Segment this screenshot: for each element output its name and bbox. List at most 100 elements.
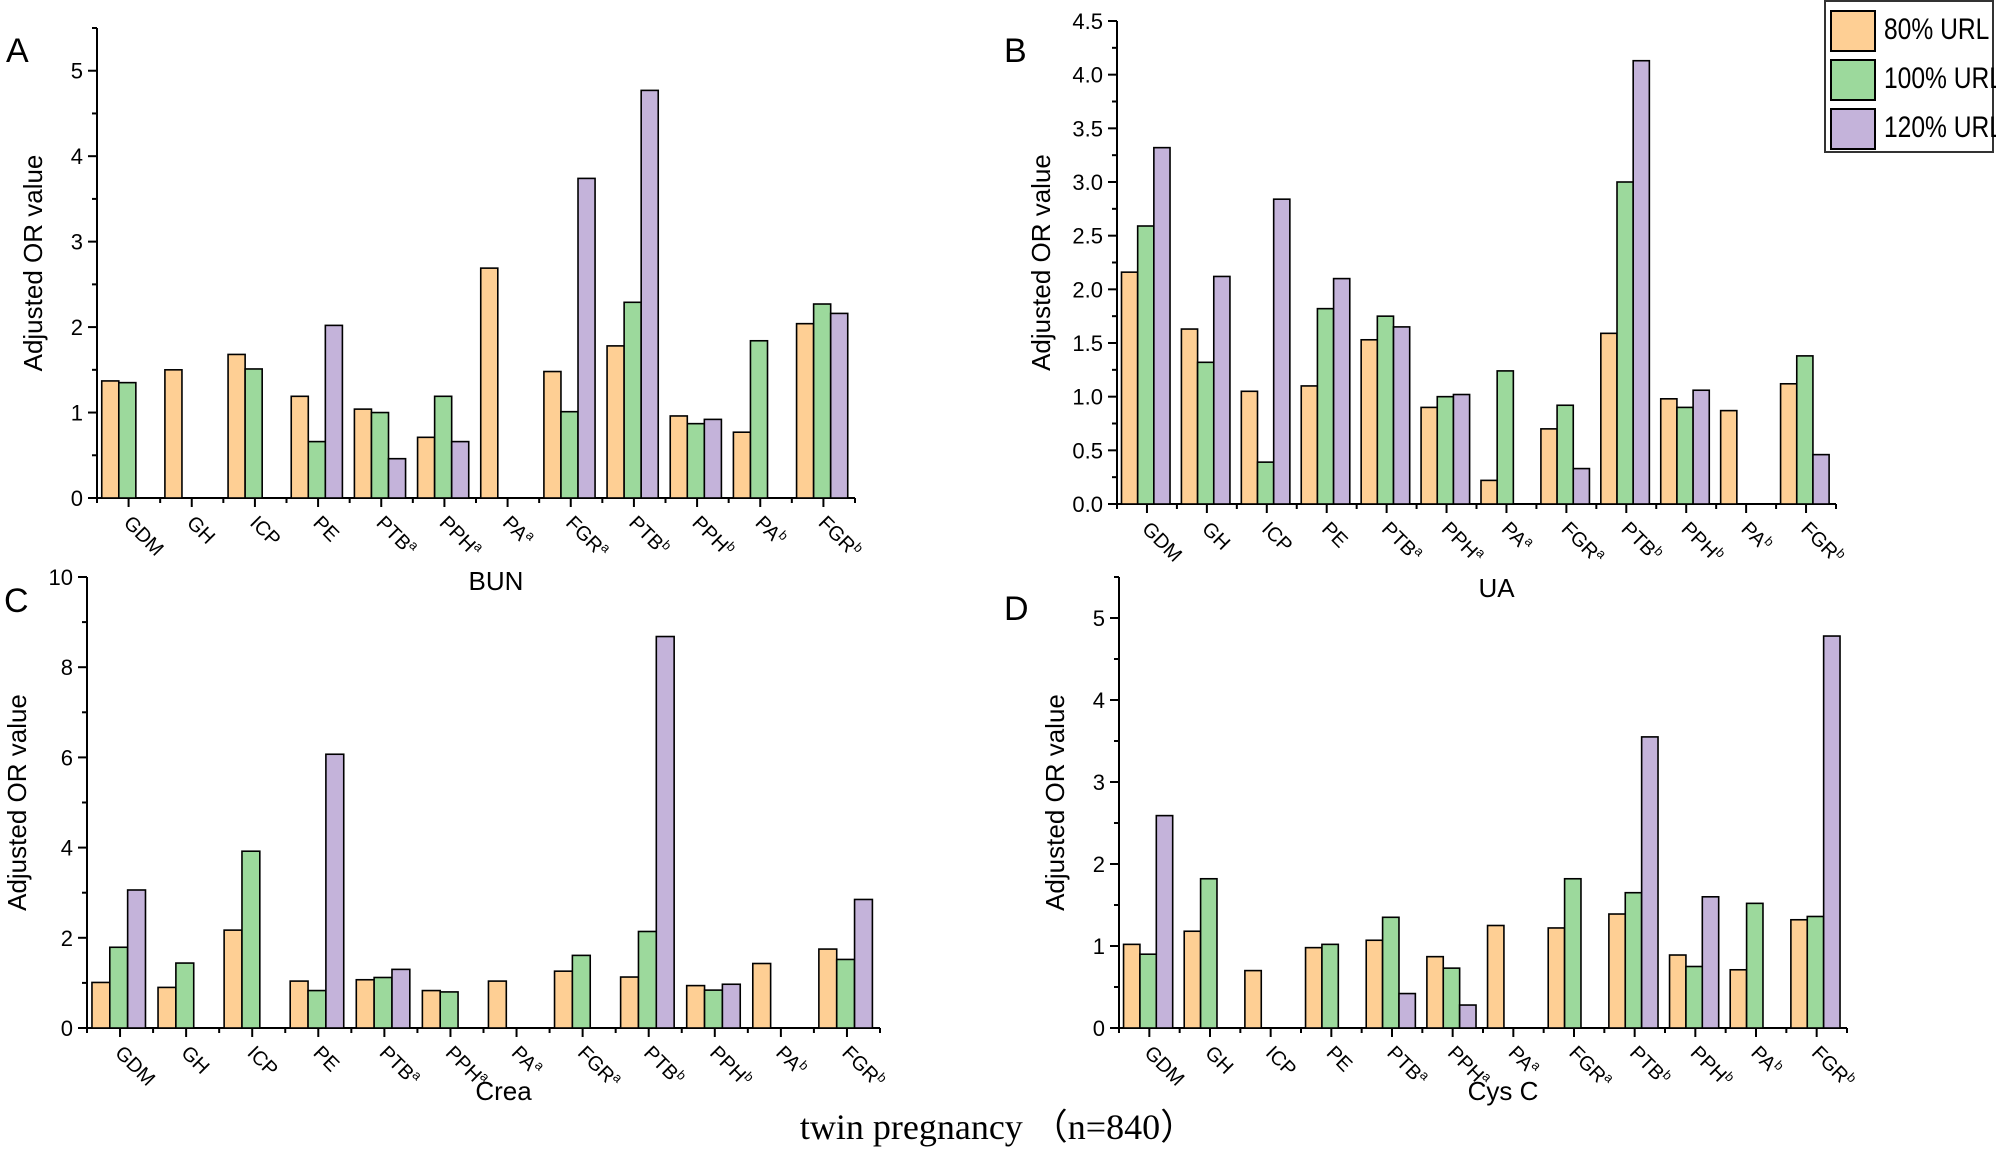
bar-c-pphb-s2 [721,983,742,1029]
panel-letter-d: D [1004,590,1029,628]
bar-b-ptba-s0 [1360,338,1379,505]
bar-d-ptba-s2 [1398,992,1417,1029]
x-tick-label-d: ICP [1261,1042,1300,1081]
x-tick-label-c: GDM [111,1042,160,1091]
x-tick-label-text: ICP [245,512,284,551]
y-tick-label-b: 2.5 [1072,224,1103,249]
y-tick-label-a: 4 [71,144,83,169]
legend-swatch-80 [1830,10,1876,52]
x-tick-label-a: FGRb [814,510,867,563]
y-tick-label-b: 1.5 [1072,331,1103,356]
bar-a-pphb-s1 [686,422,706,499]
x-tick-label-d: PTBb [1625,1040,1675,1090]
bar-b-gdm-s0 [1120,271,1139,505]
bar-d-ptba-s0 [1365,939,1384,1029]
x-tick-label-c: PAb [771,1040,812,1081]
bar-a-ppha-s0 [416,436,436,499]
bar-c-pab-s0 [751,962,772,1029]
x-tick-label-d: PTBa [1382,1040,1433,1091]
bar-d-fgra-s0 [1547,927,1566,1029]
bar-b-pab-s0 [1719,409,1738,505]
legend-swatch-120 [1830,108,1876,150]
bar-b-pe-s1 [1316,307,1335,505]
bar-b-gdm-s2 [1153,146,1171,505]
bar-c-icp-s1 [241,850,261,1029]
bar-d-pab-s0 [1729,968,1748,1029]
bar-b-pphb-s0 [1659,398,1678,505]
bar-d-pe-s0 [1304,946,1323,1029]
x-tick-label-text: ICP [1257,518,1296,557]
x-tick-label-a: GDM [119,512,168,561]
x-tick-label-b: PPHa [1437,516,1489,568]
bar-d-fgrb-s0 [1790,918,1809,1029]
bar-d-pphb-s1 [1685,965,1704,1029]
y-tick-label-a: 2 [71,315,83,340]
x-tick-label-text: ICP [1261,1042,1300,1081]
bar-b-pe-s2 [1332,277,1351,505]
x-tick-label-b: ICP [1257,518,1296,557]
bar-a-ptbb-s2 [640,89,660,499]
x-tick-label-text: ICP [243,1042,282,1081]
bar-a-pphb-s2 [703,418,723,499]
x-tick-label-d: FGRa [1564,1040,1617,1093]
bar-c-icp-s0 [223,929,243,1029]
bar-d-gh-s0 [1183,930,1202,1029]
figure-caption: twin pregnancy （n=840） [799,1107,1197,1147]
y-tick-label-d: 5 [1093,606,1105,631]
bar-d-ppha-s1 [1442,967,1461,1029]
bar-d-pphb-s0 [1668,954,1687,1029]
y-tick-label-b: 3.5 [1072,116,1103,141]
x-tick-label-text: GDM [1140,1042,1189,1091]
x-tick-label-d: PAa [1504,1040,1545,1081]
panel-letter-b: B [1004,32,1027,70]
bar-a-icp-s0 [227,353,246,499]
y-axis-label-b: Adjusted OR value [1026,154,1056,371]
x-tick-label-a: GH [182,512,219,549]
bar-b-ptba-s1 [1376,315,1395,505]
bar-c-gdm-s0 [91,981,111,1029]
x-tick-label-text: GH [1200,1042,1237,1079]
panel-title-a: BUN [469,566,524,596]
legend-item-120: 120% URL [1830,106,1996,150]
x-tick-label-c: ICP [243,1042,282,1081]
x-tick-label-text: GDM [1137,518,1186,567]
bar-d-fgrb-s2 [1822,635,1841,1029]
bar-a-fgra-s2 [577,177,596,499]
bar-a-fgra-s1 [560,410,579,499]
x-tick-label-b: PTBa [1377,516,1428,567]
y-tick-label-d: 1 [1093,934,1105,959]
x-tick-label-a: PTBb [624,510,674,560]
bar-a-pphb-s0 [669,415,689,499]
x-tick-label-text: GH [182,512,219,549]
bar-c-pe-s0 [289,980,309,1029]
bar-a-ptba-s1 [370,411,390,499]
bar-b-ptbb-s0 [1600,332,1618,505]
y-tick-label-b: 2.0 [1072,277,1103,302]
x-tick-label-a: PPHb [688,510,740,562]
legend-item-80: 80% URL [1830,8,1992,52]
y-tick-label-b: 1.0 [1072,385,1103,410]
bar-c-pe-s1 [307,989,327,1029]
bar-c-gh-s0 [157,986,177,1029]
panel-letter-c: C [4,582,29,620]
x-tick-label-text: GDM [119,512,168,561]
bar-a-gh-s0 [164,369,183,499]
x-tick-label-b: FGRa [1557,516,1610,569]
bar-b-fgra-s2 [1572,467,1591,505]
bar-b-gh-s2 [1212,275,1231,505]
x-tick-label-b: PAa [1497,516,1538,557]
bar-c-ptba-s0 [355,978,375,1029]
bar-d-gh-s1 [1199,877,1218,1029]
bar-b-fgrb-s1 [1795,355,1814,505]
bar-d-gdm-s2 [1155,814,1174,1029]
bar-d-pe-s1 [1321,943,1340,1029]
bar-a-pe-s1 [307,440,327,499]
x-tick-label-b: GDM [1137,518,1186,567]
legend-label-100: 100% URL [1884,62,1996,95]
bar-b-ppha-s0 [1420,406,1439,505]
bar-b-gh-s1 [1196,361,1215,505]
x-tick-label-b: FGRb [1797,516,1850,569]
bar-a-ptba-s0 [353,408,373,499]
bar-d-paa-s0 [1486,924,1505,1029]
